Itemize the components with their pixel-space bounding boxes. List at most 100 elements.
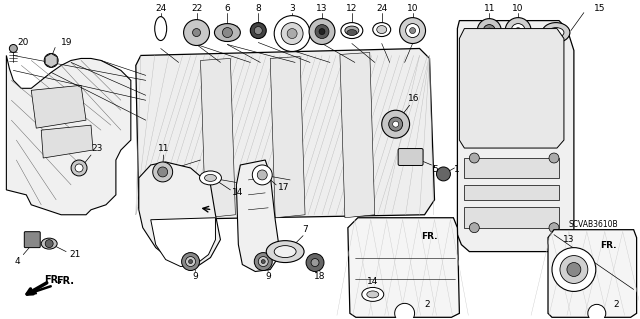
Circle shape — [254, 253, 272, 271]
Polygon shape — [139, 162, 220, 268]
Circle shape — [252, 165, 272, 185]
Circle shape — [549, 223, 559, 233]
Text: 10: 10 — [513, 4, 524, 13]
Circle shape — [436, 167, 451, 181]
Polygon shape — [465, 158, 559, 178]
Text: 18: 18 — [314, 272, 326, 281]
Ellipse shape — [155, 17, 166, 41]
Ellipse shape — [395, 303, 415, 319]
Text: 5: 5 — [433, 166, 438, 174]
Text: 4: 4 — [15, 257, 20, 266]
Text: 6: 6 — [225, 4, 230, 13]
Circle shape — [505, 18, 531, 43]
Polygon shape — [236, 160, 280, 271]
Text: 11: 11 — [158, 144, 170, 152]
Circle shape — [483, 25, 495, 37]
Circle shape — [560, 256, 588, 284]
Circle shape — [287, 29, 297, 39]
Circle shape — [315, 25, 329, 39]
Text: FR.: FR. — [421, 232, 438, 241]
Ellipse shape — [200, 171, 221, 185]
Polygon shape — [41, 125, 93, 158]
Circle shape — [309, 19, 335, 45]
Circle shape — [189, 260, 193, 263]
Text: 17: 17 — [278, 183, 290, 192]
Text: 13: 13 — [316, 4, 328, 13]
Text: 2: 2 — [425, 300, 430, 309]
Text: 20: 20 — [17, 38, 29, 47]
Text: 22: 22 — [191, 4, 202, 13]
Ellipse shape — [548, 27, 564, 38]
Circle shape — [319, 29, 325, 34]
Circle shape — [306, 254, 324, 271]
Text: SCVAB3610B: SCVAB3610B — [569, 220, 619, 229]
FancyBboxPatch shape — [24, 232, 40, 248]
Circle shape — [44, 54, 58, 67]
Text: 11: 11 — [483, 4, 495, 13]
Text: 24: 24 — [155, 4, 166, 13]
Circle shape — [259, 256, 268, 267]
Ellipse shape — [362, 287, 384, 301]
Ellipse shape — [274, 246, 296, 257]
Text: 9: 9 — [266, 272, 271, 281]
FancyBboxPatch shape — [398, 149, 423, 166]
Circle shape — [549, 153, 559, 163]
Circle shape — [45, 240, 53, 248]
Polygon shape — [136, 48, 435, 220]
Circle shape — [186, 256, 196, 267]
Circle shape — [184, 19, 209, 46]
Polygon shape — [270, 56, 305, 218]
Circle shape — [274, 16, 310, 51]
Ellipse shape — [588, 304, 605, 319]
Circle shape — [477, 19, 501, 42]
Text: 23: 23 — [92, 144, 102, 152]
Text: 8: 8 — [255, 4, 261, 13]
Text: 14: 14 — [367, 277, 378, 286]
Ellipse shape — [347, 30, 357, 35]
Polygon shape — [465, 185, 559, 200]
Polygon shape — [151, 218, 216, 267]
Polygon shape — [200, 58, 236, 218]
Text: 16: 16 — [408, 94, 419, 103]
Ellipse shape — [341, 23, 363, 39]
Text: 24: 24 — [376, 4, 387, 13]
Polygon shape — [6, 56, 131, 215]
Text: 7: 7 — [302, 225, 308, 234]
Circle shape — [487, 28, 492, 33]
Circle shape — [388, 117, 403, 131]
Ellipse shape — [367, 291, 379, 298]
Ellipse shape — [345, 26, 359, 35]
Circle shape — [381, 110, 410, 138]
Text: 13: 13 — [563, 235, 575, 244]
Circle shape — [281, 23, 303, 45]
Text: FR.: FR. — [600, 241, 617, 250]
Circle shape — [257, 170, 268, 180]
Circle shape — [71, 160, 87, 176]
Polygon shape — [45, 54, 57, 67]
Text: 10: 10 — [407, 4, 419, 13]
Circle shape — [469, 153, 479, 163]
Ellipse shape — [377, 26, 387, 33]
Ellipse shape — [41, 238, 57, 249]
Text: 2: 2 — [613, 300, 618, 309]
Circle shape — [469, 223, 479, 233]
Text: 21: 21 — [69, 250, 81, 259]
Circle shape — [182, 253, 200, 271]
Text: 12: 12 — [346, 4, 358, 13]
Circle shape — [552, 248, 596, 292]
Text: 3: 3 — [289, 4, 295, 13]
Polygon shape — [348, 218, 460, 317]
Polygon shape — [458, 21, 574, 252]
Ellipse shape — [372, 23, 390, 37]
Circle shape — [511, 24, 525, 38]
Circle shape — [410, 27, 415, 33]
Circle shape — [311, 259, 319, 267]
Text: 15: 15 — [594, 4, 605, 13]
Circle shape — [399, 18, 426, 43]
Circle shape — [250, 23, 266, 39]
Circle shape — [393, 121, 399, 127]
Polygon shape — [548, 230, 637, 317]
Text: 19: 19 — [61, 38, 72, 47]
Polygon shape — [31, 85, 86, 128]
Polygon shape — [460, 29, 564, 148]
